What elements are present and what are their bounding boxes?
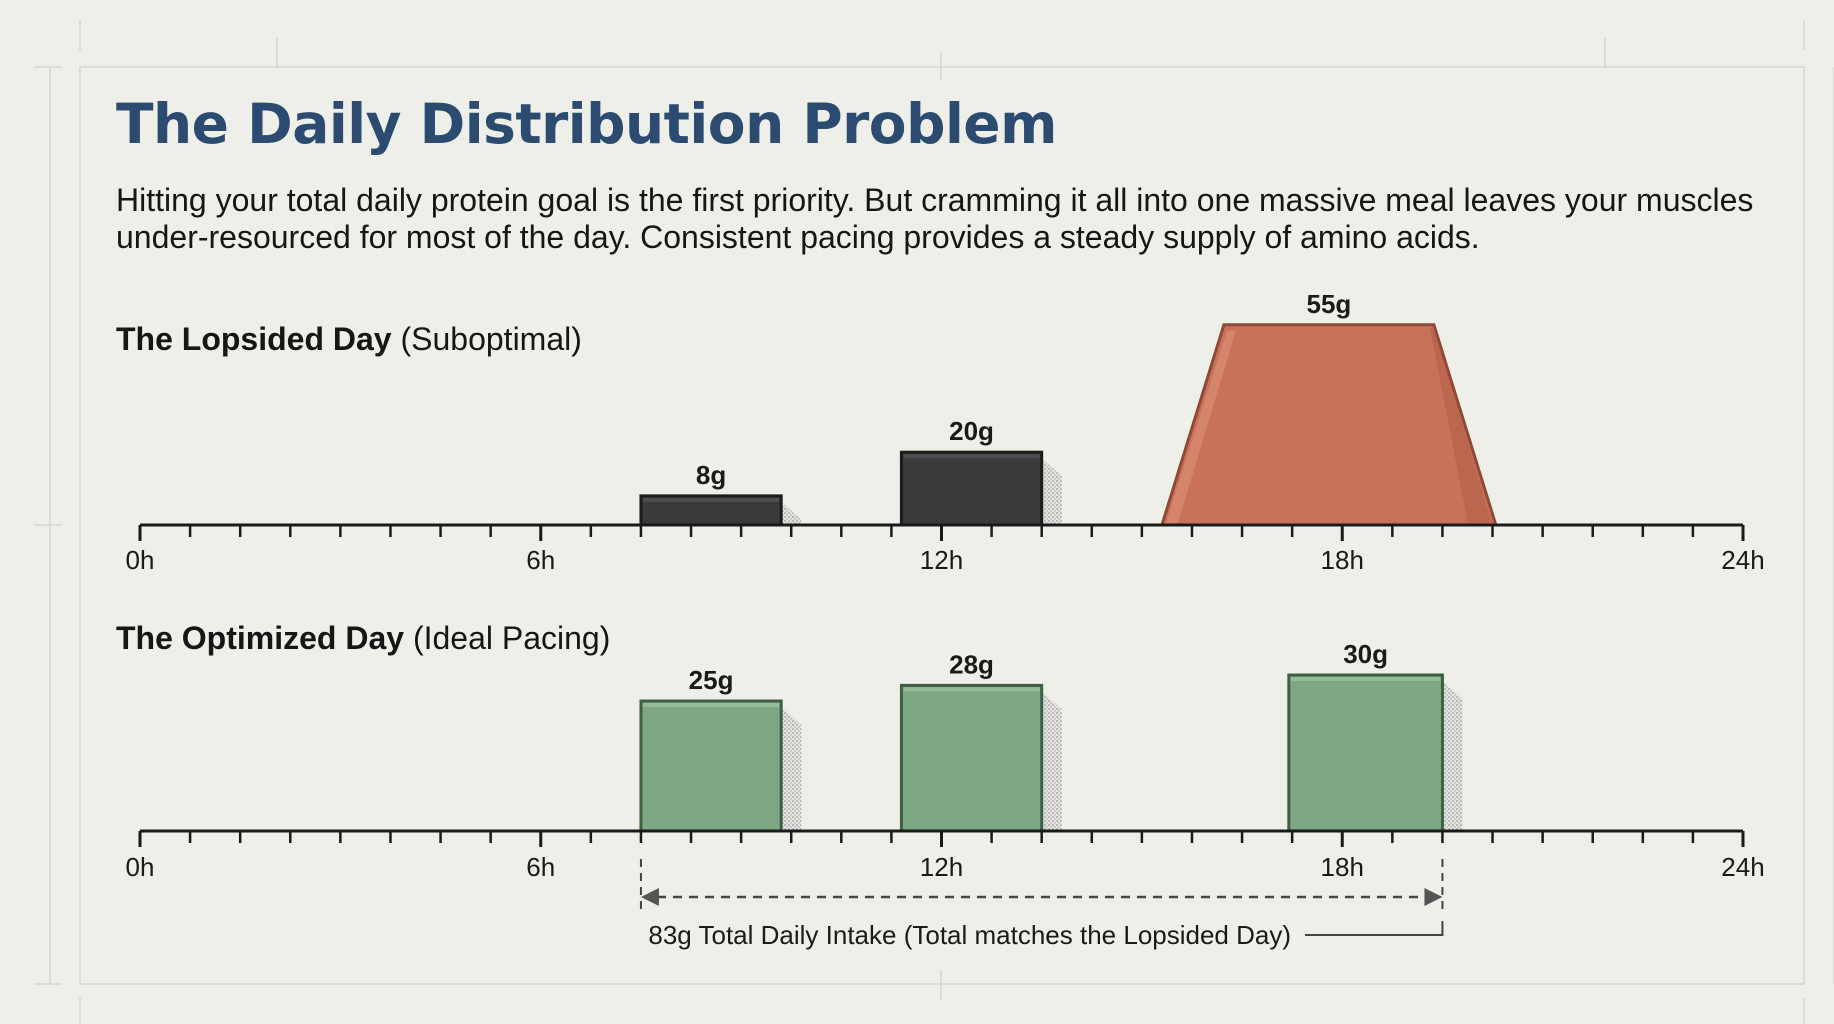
optimized-day-chart: 25g 28g 30g 0h 6h 12h 18h 24h 83g Total Daily In… xyxy=(126,639,1765,950)
lopsided-chart-title: The Lopsided Day (Suboptimal) xyxy=(116,321,582,358)
bar-label-1-1: 28g xyxy=(949,649,994,679)
bar-label-0-0: 8g xyxy=(696,460,726,490)
bar-0-1 xyxy=(899,450,1044,527)
optimized-chart-title: The Optimized Day (Ideal Pacing) xyxy=(116,620,610,657)
bar-label-1-2: 30g xyxy=(1343,639,1388,669)
bar-1-0 xyxy=(639,699,783,833)
annotation-leader xyxy=(1305,921,1444,936)
bar-label-1-0: 25g xyxy=(689,665,734,695)
bar-highlight-1-0 xyxy=(642,703,780,707)
bar-0-2 xyxy=(1159,323,1498,527)
bar-label-0-1: 20g xyxy=(949,416,994,446)
bar-1-1 xyxy=(899,683,1044,833)
x-tick-label-0-1: 6h xyxy=(526,545,555,575)
optimized-chart-title-note: (Ideal Pacing) xyxy=(412,620,611,656)
x-tick-label-0-2: 12h xyxy=(920,545,963,575)
annotation-left-arrow xyxy=(640,888,659,906)
bar-shadow-0-1 xyxy=(1041,458,1062,525)
x-tick-label-1-4: 24h xyxy=(1721,852,1764,882)
page-title: The Daily Distribution Problem xyxy=(116,92,1057,156)
x-tick-label-0-3: 18h xyxy=(1321,545,1364,575)
bar-shadow-1-1 xyxy=(1041,691,1062,831)
x-tick-label-0-0: 0h xyxy=(126,545,155,575)
annotation-text: 83g Total Daily Intake (Total matches th… xyxy=(648,920,1291,950)
bar-highlight-0-0 xyxy=(642,497,780,502)
page-subtitle: Hitting your total daily protein goal is… xyxy=(116,182,1754,255)
bar-highlight-1-1 xyxy=(903,687,1040,692)
bar-highlight-0-1 xyxy=(903,454,1040,459)
bar-shade-0-2 xyxy=(1429,327,1492,523)
optimized-chart-title-bold: The Optimized Day xyxy=(116,620,405,656)
bar-1-2 xyxy=(1287,673,1444,833)
lopsided-chart-title-note: (Suboptimal) xyxy=(400,321,582,357)
x-tick-label-1-3: 18h xyxy=(1321,852,1364,882)
x-tick-label-1-0: 0h xyxy=(126,852,155,882)
x-tick-label-1-1: 6h xyxy=(526,852,555,882)
bar-highlight-1-2 xyxy=(1290,677,1441,681)
bar-label-0-2: 55g xyxy=(1306,289,1351,319)
bar-shadow-1-2 xyxy=(1442,681,1463,831)
bar-shadow-1-0 xyxy=(781,707,802,831)
lopsided-day-chart: 8g 20g 55g 0h 6h 12h 18h 24h xyxy=(126,289,1765,575)
x-tick-label-0-4: 24h xyxy=(1721,545,1764,575)
annotation-right-arrow xyxy=(1424,888,1443,906)
bar-shadow-0-0 xyxy=(781,501,802,525)
lopsided-chart-title-bold: The Lopsided Day xyxy=(116,321,392,357)
x-tick-label-1-2: 12h xyxy=(920,852,963,882)
bar-highlight-0-2 xyxy=(1165,330,1236,523)
